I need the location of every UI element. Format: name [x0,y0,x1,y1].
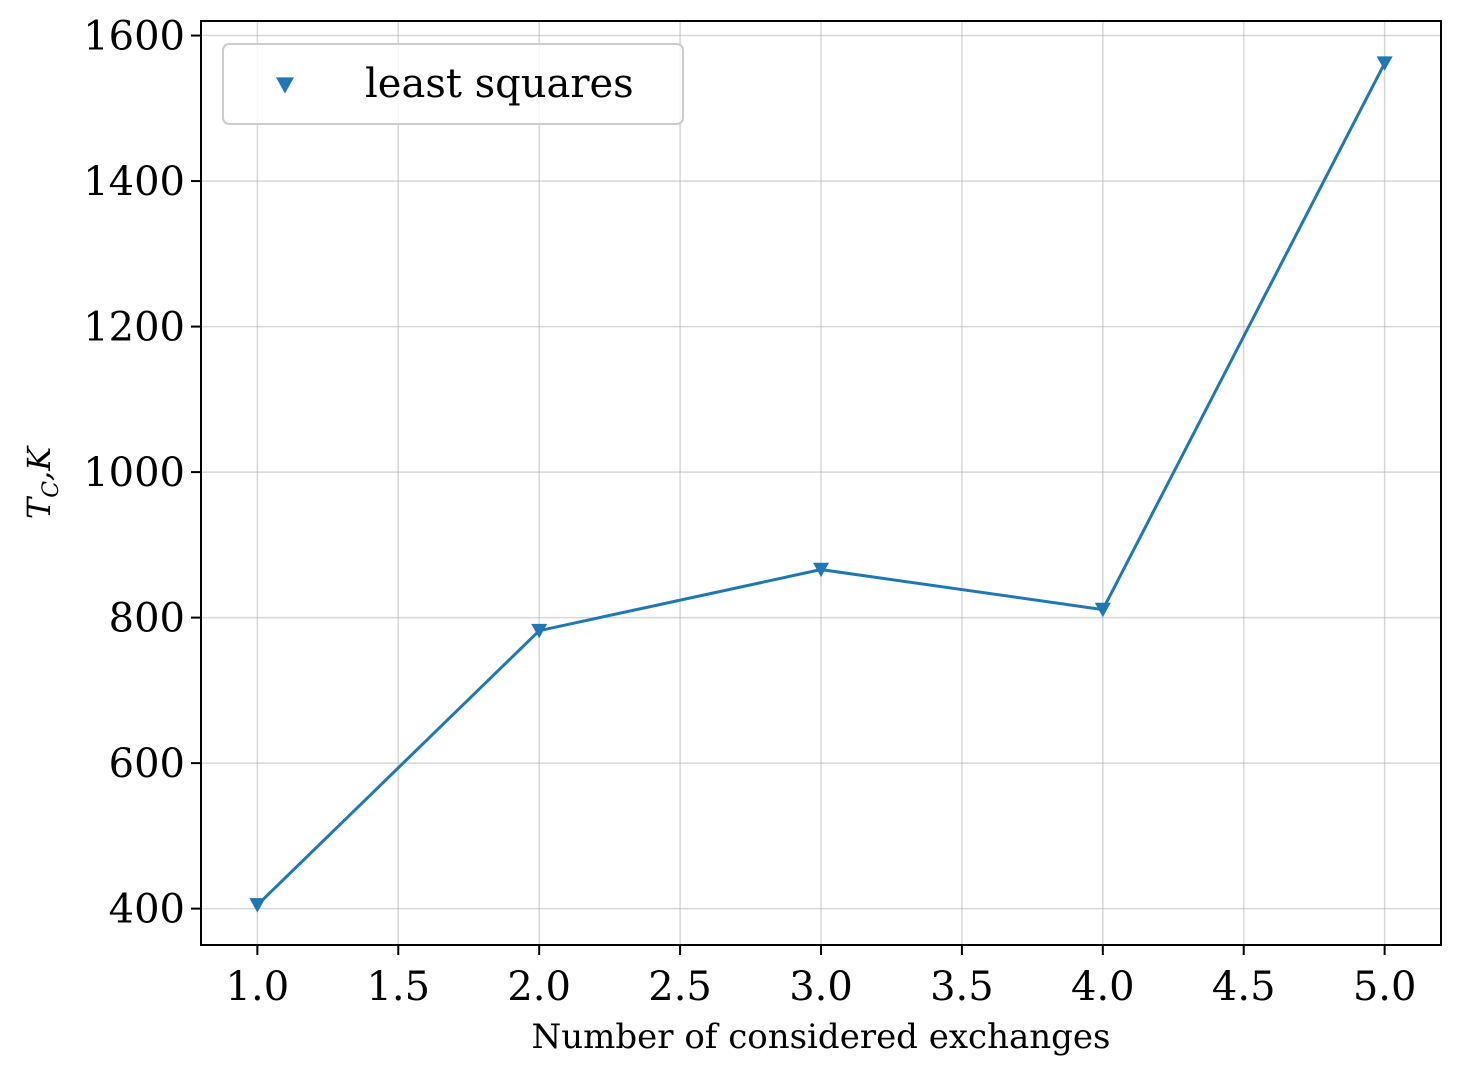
x-tick-label: 2.5 [648,964,712,1010]
x-tick-label: 4.0 [1071,964,1135,1010]
data-point-marker [1094,602,1111,618]
data-point-marker [249,898,266,913]
x-tick-label: 1.5 [366,964,430,1010]
series-layer [249,56,1393,913]
y-axis-label-subscript: C [39,481,64,498]
legend-marker-triangle-down [276,77,294,94]
x-tick-label: 4.5 [1212,964,1276,1010]
x-axis-label: Number of considered exchanges [532,1017,1111,1057]
x-tick-label: 3.0 [789,964,853,1010]
y-axis-label-main: T [20,495,58,519]
y-axis-label: TC,K [20,445,64,519]
x-tick-label: 3.5 [930,964,994,1010]
grid [201,21,1441,945]
legend-box [222,43,684,125]
x-axis-ticks: 1.0 1.5 2.0 2.5 3.0 3.5 4.0 4.5 5.0 [226,945,1417,1010]
x-tick-label: 5.0 [1353,964,1417,1010]
legend: least squares [222,43,684,125]
y-tick-label: 1000 [83,450,185,496]
legend-entry-label: least squares [365,61,634,107]
y-tick-label: 1400 [83,159,185,205]
y-axis-ticks: 400 600 800 1000 1200 1400 1600 [83,14,201,933]
x-tick-label: 1.0 [226,964,290,1010]
y-tick-label: 1600 [83,14,185,60]
data-point-marker [531,623,548,639]
y-axis-label-rest: ,K [20,445,58,481]
x-tick-label: 2.0 [507,964,571,1010]
y-tick-label: 600 [109,741,185,787]
data-point-marker [1376,56,1393,71]
y-tick-label: 400 [109,887,185,933]
y-tick-label: 800 [109,596,185,642]
y-tick-label: 1200 [83,305,185,351]
data-point-marker [813,562,829,578]
